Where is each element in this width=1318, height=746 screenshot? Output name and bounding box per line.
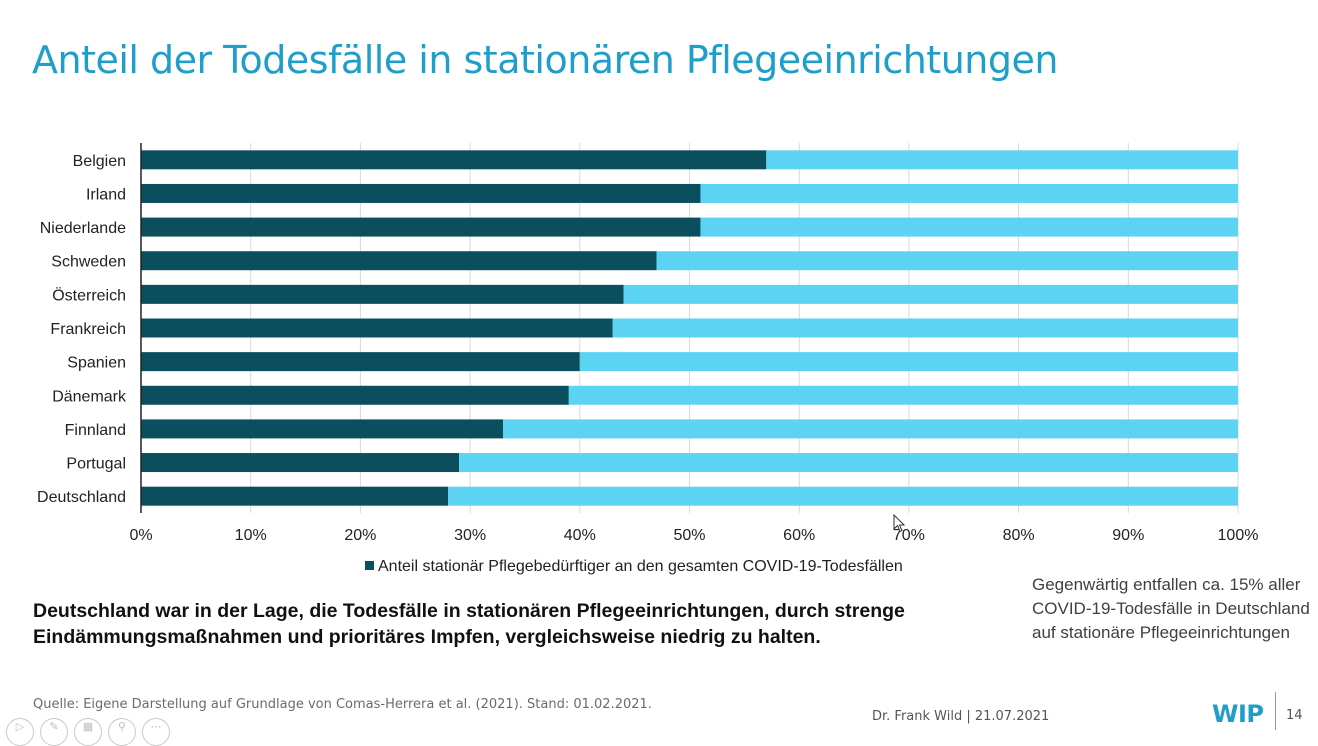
bar-segment-share [141,150,767,170]
bar-segment-remainder [656,251,1238,271]
bar-segment-share [141,217,701,237]
category-label: Österreich [52,286,126,304]
category-label: Niederlande [40,220,126,237]
mouse-pointer-icon [893,514,906,533]
bar-segment-share [141,318,613,338]
zoom-icon[interactable]: ⚲ [108,718,136,746]
legend-label: Anteil stationär Pflegebedürftiger an de… [378,558,903,575]
presentation-controls: ▷ ✎ ▦ ⚲ ⋯ [6,718,170,746]
bar-segment-remainder [503,419,1238,439]
category-label: Frankreich [50,321,126,338]
bar-segment-remainder [612,318,1238,338]
bar-segment-remainder [448,486,1238,506]
bar-segment-remainder [459,453,1238,473]
bar-segment-share [141,352,580,372]
source-note: Quelle: Eigene Darstellung auf Grundlage… [33,697,652,712]
x-tick-label: 50% [673,527,705,544]
more-icon[interactable]: ⋯ [142,718,170,746]
headline-text: Deutschland war in der Lage, die Todesfä… [33,600,905,648]
bar-segment-share [141,385,569,405]
page-title: Anteil der Todesfälle in stationären Pfl… [32,38,1058,82]
chart-legend: Anteil stationär Pflegebedürftiger an de… [365,558,903,576]
pen-icon[interactable]: ✎ [40,718,68,746]
x-tick-label: 90% [1112,527,1144,544]
category-label: Dänemark [52,388,127,405]
category-label: Belgien [73,153,126,170]
x-tick-label: 20% [344,527,376,544]
stacked-bar-chart: 0% 10% 20% 30% 40% 50% 60% 70% 80% 90% 100%Belgien… [37,143,1259,544]
legend-swatch [365,561,374,570]
bar-segment-remainder [766,150,1238,170]
x-tick-label: 40% [564,527,596,544]
x-tick-label: 10% [235,527,267,544]
category-label: Schweden [51,254,126,271]
bar-segment-share [141,486,449,506]
bar-segment-remainder [623,284,1238,304]
bar-segment-remainder [700,183,1238,203]
author-date: Dr. Frank Wild | 21.07.2021 [872,709,1050,724]
bar-segment-share [141,183,701,203]
bar-segment-remainder [568,385,1238,405]
play-icon[interactable]: ▷ [6,718,34,746]
bar-segment-share [141,251,657,271]
category-label: Portugal [66,456,126,473]
category-label: Finnland [65,422,126,439]
bar-segment-share [141,453,460,473]
x-tick-label: 60% [783,527,815,544]
slides-icon[interactable]: ▦ [74,718,102,746]
x-tick-label: 100% [1218,527,1259,544]
bar-segment-share [141,284,624,304]
wip-logo: WIP [1212,700,1264,728]
page-number: 14 [1286,708,1303,723]
side-note: Gegenwärtig entfallen ca. 15% aller COVI… [1032,575,1310,642]
category-label: Spanien [67,355,126,372]
x-tick-label: 80% [1003,527,1035,544]
category-label: Deutschland [37,489,126,506]
logo-divider [1275,692,1276,730]
bar-segment-share [141,419,504,439]
x-tick-label: 0% [129,527,152,544]
x-tick-label: 30% [454,527,486,544]
bar-segment-remainder [700,217,1238,237]
category-label: Irland [86,186,126,203]
bar-segment-remainder [579,352,1238,372]
